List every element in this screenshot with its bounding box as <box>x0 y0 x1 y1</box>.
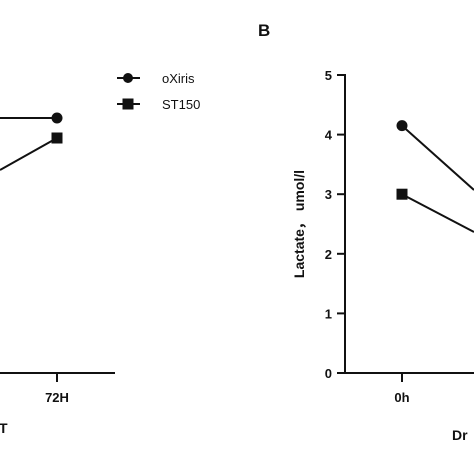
panel-b-y-tick-label-1: 1 <box>325 306 332 321</box>
panel-a-x-tick-label-72h: 72H <box>45 390 69 405</box>
panel-b: B Lactate， umol/l 0 1 2 3 4 5 0h Dr <box>258 21 474 443</box>
panel-b-y-ticks: 0 1 2 3 4 5 <box>325 68 345 381</box>
panel-a-x-axis-title-fragment: T <box>0 420 8 436</box>
panel-b-y-tick-label-4: 4 <box>325 128 333 143</box>
panel-b-st150-point-0h <box>396 188 408 200</box>
panel-b-y-axis-title: Lactate， umol/l <box>291 170 307 278</box>
panel-a-st150-point-72h <box>51 132 63 144</box>
panel-a-oxiris-point-72h <box>51 112 63 124</box>
panel-b-st150-line <box>401 193 474 233</box>
panel-b-y-tick-label-5: 5 <box>325 68 332 83</box>
legend-st150-marker <box>122 98 134 110</box>
panel-b-y-tick-label-0: 0 <box>325 366 332 381</box>
legend: oXiris ST150 <box>117 71 200 112</box>
panel-a: 72H T <box>0 112 115 436</box>
panel-b-x-axis-title-fragment: Dr <box>452 427 468 443</box>
legend-oxiris-label: oXiris <box>162 71 195 86</box>
panel-b-y-tick-label-3: 3 <box>325 187 332 202</box>
legend-st150-label: ST150 <box>162 97 200 112</box>
panel-b-letter: B <box>258 21 270 40</box>
legend-oxiris-marker <box>123 73 133 83</box>
panel-b-y-tick-label-2: 2 <box>325 247 332 262</box>
panel-b-oxiris-point-0h <box>396 120 408 132</box>
panel-b-oxiris-line <box>401 124 474 191</box>
panel-b-x-tick-label-0h: 0h <box>394 390 409 405</box>
panel-a-st150-line <box>0 137 58 171</box>
panel-b-series <box>396 120 474 233</box>
